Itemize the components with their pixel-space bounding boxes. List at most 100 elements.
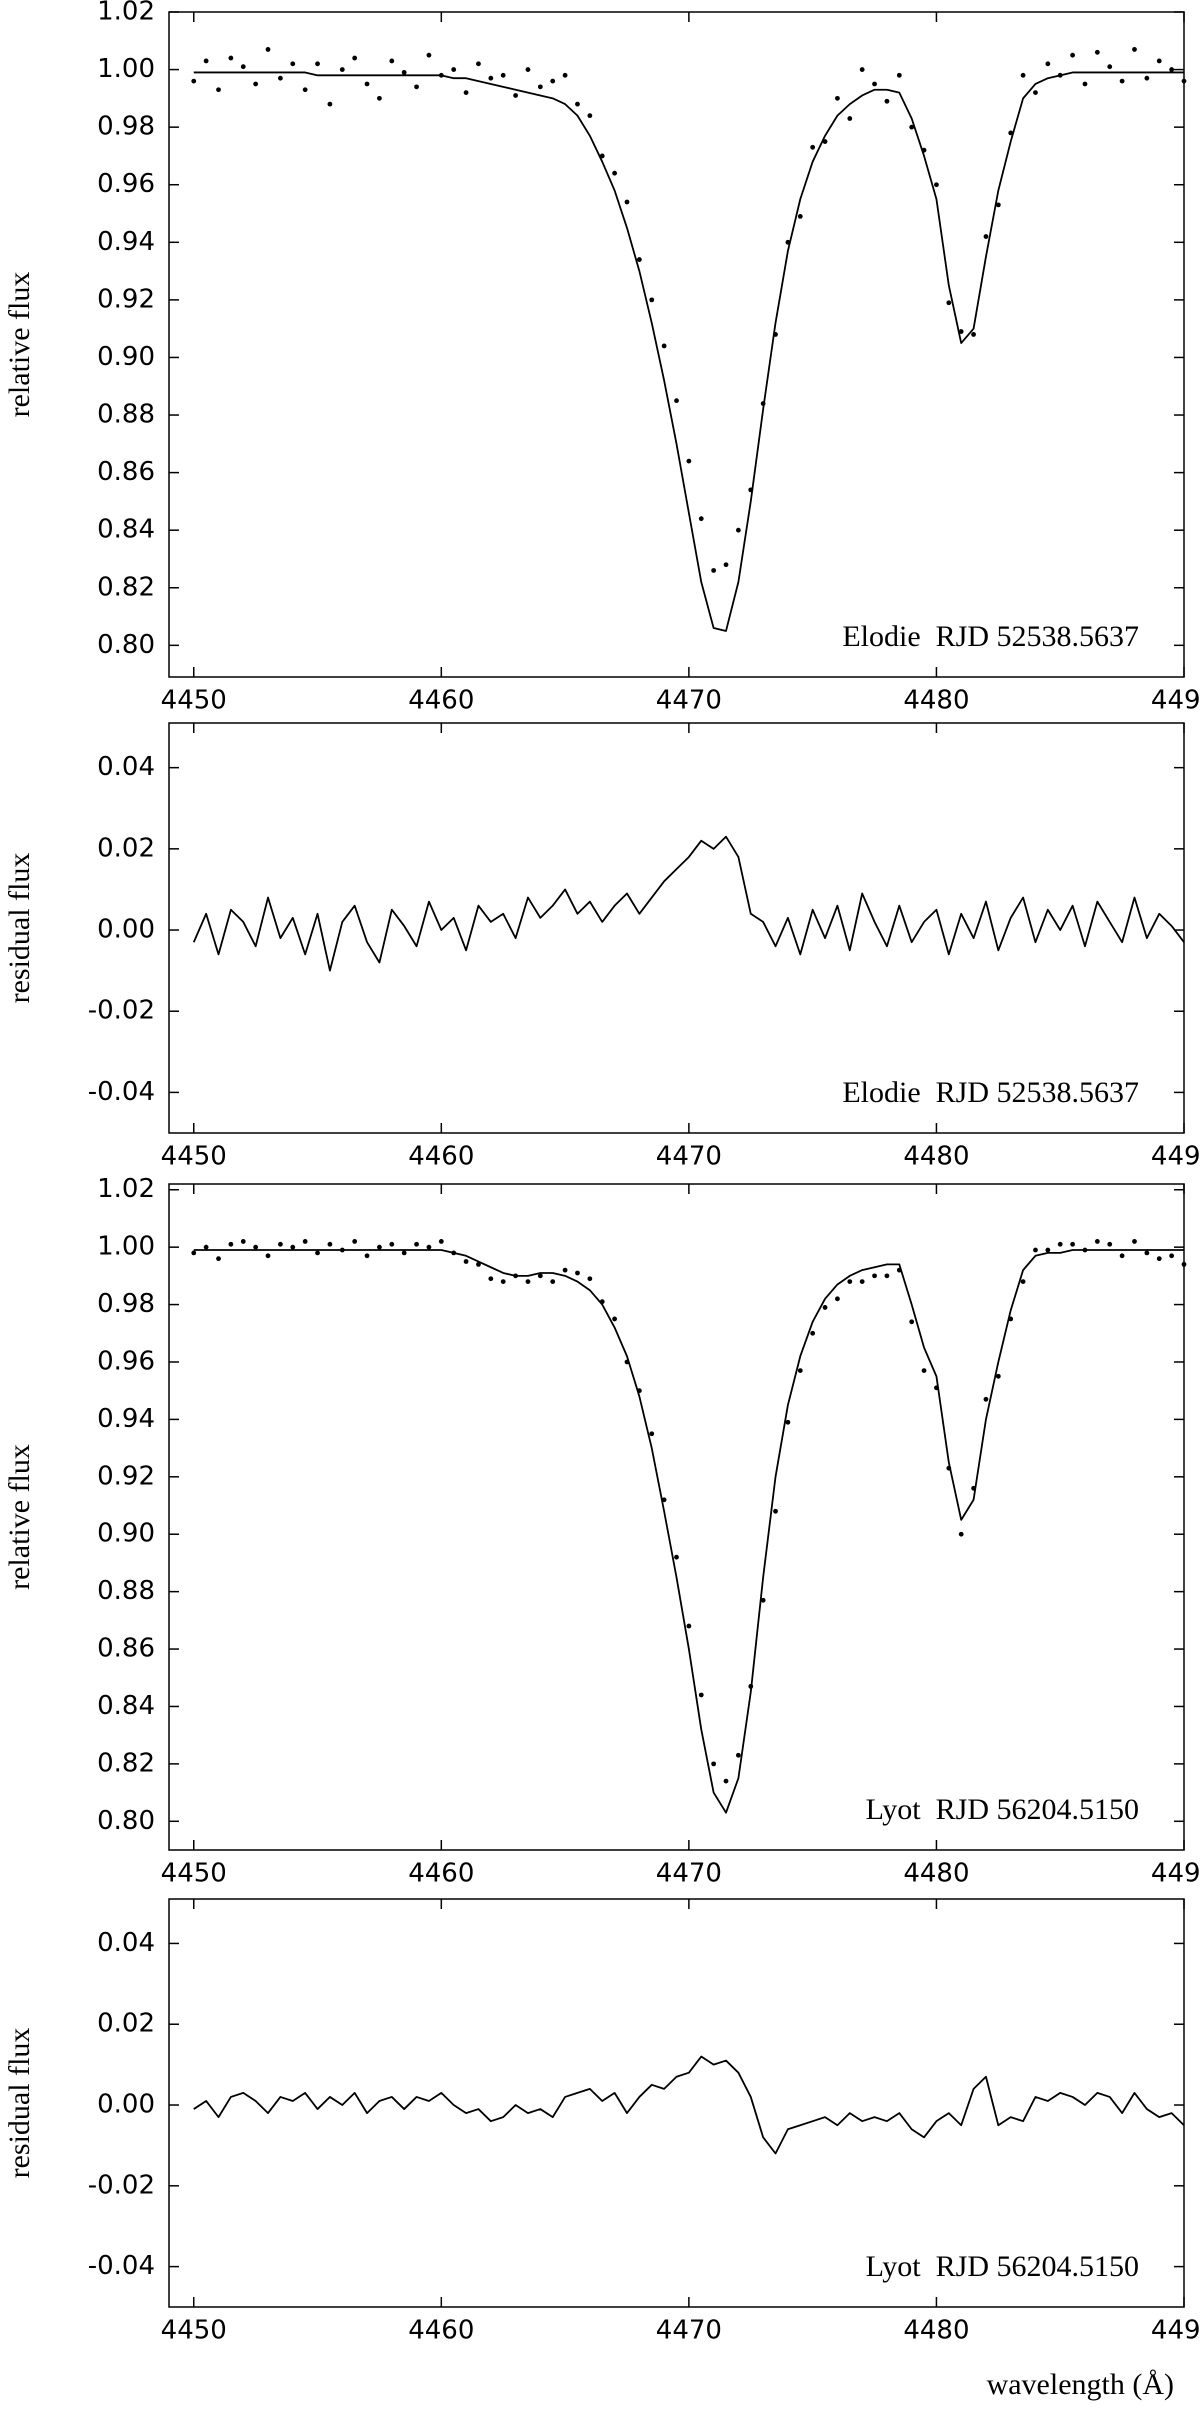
data-point bbox=[203, 1244, 209, 1250]
data-point bbox=[265, 47, 271, 52]
annotation: Elodie RJD 52538.5637 bbox=[842, 620, 1139, 653]
data-point bbox=[253, 1244, 259, 1250]
data-point bbox=[389, 58, 395, 64]
data-line bbox=[192, 835, 1185, 972]
y-tick-label: 0.00 bbox=[97, 2090, 155, 2120]
data-point bbox=[934, 1385, 939, 1391]
data-point bbox=[537, 84, 543, 90]
y-tick-label: -0.04 bbox=[88, 2251, 155, 2281]
y-tick-label: 0.90 bbox=[97, 342, 155, 372]
x-tick-label: 4450 bbox=[161, 2316, 227, 2346]
data-point bbox=[612, 1316, 618, 1322]
data-point bbox=[649, 297, 655, 303]
plot-frame bbox=[168, 1183, 1185, 1851]
data-point bbox=[228, 1241, 234, 1247]
data-point bbox=[1070, 1241, 1075, 1247]
data-point bbox=[1119, 78, 1125, 84]
data-point bbox=[278, 1241, 283, 1247]
data-point bbox=[1057, 1241, 1063, 1247]
y-tick-label: 0.98 bbox=[97, 112, 155, 142]
y-tick-label: 0.80 bbox=[97, 1806, 155, 1836]
y-axis-label: residual flux bbox=[3, 2028, 36, 2179]
annotation: Elodie RJD 52538.5637 bbox=[842, 1076, 1139, 1109]
data-point bbox=[414, 84, 419, 90]
data-point bbox=[748, 1683, 754, 1689]
data-point bbox=[599, 153, 605, 159]
data-point bbox=[1033, 90, 1038, 96]
x-tick-label: 4480 bbox=[903, 1142, 969, 1172]
data-point bbox=[1107, 64, 1113, 70]
data-point bbox=[290, 1244, 296, 1250]
data-point bbox=[636, 257, 642, 262]
data-point bbox=[1008, 130, 1014, 136]
data-point bbox=[389, 1241, 395, 1247]
data-point bbox=[1132, 1239, 1137, 1244]
data-point bbox=[240, 1239, 246, 1244]
data-point bbox=[896, 1267, 902, 1273]
x-tick-label: 4480 bbox=[903, 2316, 969, 2346]
data-point bbox=[401, 70, 407, 75]
data-point bbox=[921, 1368, 927, 1373]
y-tick-label: 1.02 bbox=[97, 1174, 155, 1204]
x-tick-label: 4470 bbox=[656, 1142, 722, 1172]
data-point bbox=[562, 1267, 568, 1273]
data-point bbox=[352, 55, 358, 61]
data-point bbox=[216, 87, 221, 93]
data-point bbox=[896, 72, 902, 78]
y-tick-label: 0.94 bbox=[97, 227, 155, 257]
data-point bbox=[822, 139, 828, 144]
data-point bbox=[451, 67, 457, 72]
y-tick-label: 0.80 bbox=[97, 630, 155, 660]
data-point bbox=[1107, 1241, 1113, 1247]
data-point bbox=[1156, 58, 1162, 64]
data-point bbox=[847, 1279, 853, 1285]
data-point bbox=[191, 1250, 197, 1256]
data-point bbox=[1094, 1239, 1100, 1244]
data-point bbox=[1181, 1261, 1187, 1267]
data-point bbox=[1144, 75, 1150, 81]
y-tick-label: 1.02 bbox=[97, 0, 155, 27]
data-point bbox=[1008, 1316, 1014, 1322]
y-tick-label: 0.94 bbox=[97, 1404, 155, 1434]
data-point bbox=[1169, 1253, 1175, 1259]
y-tick-label: 0.86 bbox=[97, 1634, 155, 1664]
data-point bbox=[822, 1305, 828, 1310]
data-point bbox=[364, 1253, 370, 1259]
y-tick-label: 0.82 bbox=[97, 1748, 155, 1778]
plot-frame bbox=[168, 11, 1185, 678]
data-point bbox=[612, 170, 618, 176]
data-point bbox=[278, 75, 283, 81]
data-point bbox=[711, 1761, 717, 1767]
data-point bbox=[872, 1273, 877, 1279]
data-point bbox=[525, 67, 531, 72]
y-tick-label: 0.02 bbox=[97, 2009, 155, 2039]
data-point bbox=[884, 98, 890, 104]
data-point bbox=[921, 147, 927, 153]
data-point bbox=[1045, 61, 1051, 67]
data-point bbox=[500, 72, 506, 78]
data-point bbox=[1033, 1247, 1038, 1253]
data-line bbox=[193, 2055, 1185, 2155]
data-point bbox=[550, 1279, 556, 1285]
data-point bbox=[1132, 47, 1137, 52]
data-point bbox=[797, 213, 803, 219]
data-point bbox=[995, 202, 1001, 208]
data-point bbox=[1020, 72, 1026, 78]
y-axis-label: relative flux bbox=[3, 272, 36, 418]
data-point bbox=[537, 1273, 543, 1279]
data-point bbox=[562, 72, 568, 78]
data-point bbox=[995, 1373, 1001, 1379]
data-point bbox=[859, 67, 865, 72]
data-point bbox=[946, 300, 952, 306]
data-point bbox=[339, 1247, 345, 1253]
y-tick-label: 0.84 bbox=[97, 515, 155, 545]
data-point bbox=[290, 61, 296, 67]
data-point bbox=[971, 332, 976, 337]
data-point bbox=[847, 116, 853, 121]
data-point bbox=[674, 398, 679, 404]
data-point bbox=[735, 1752, 741, 1758]
y-axis-label: residual flux bbox=[3, 853, 36, 1004]
